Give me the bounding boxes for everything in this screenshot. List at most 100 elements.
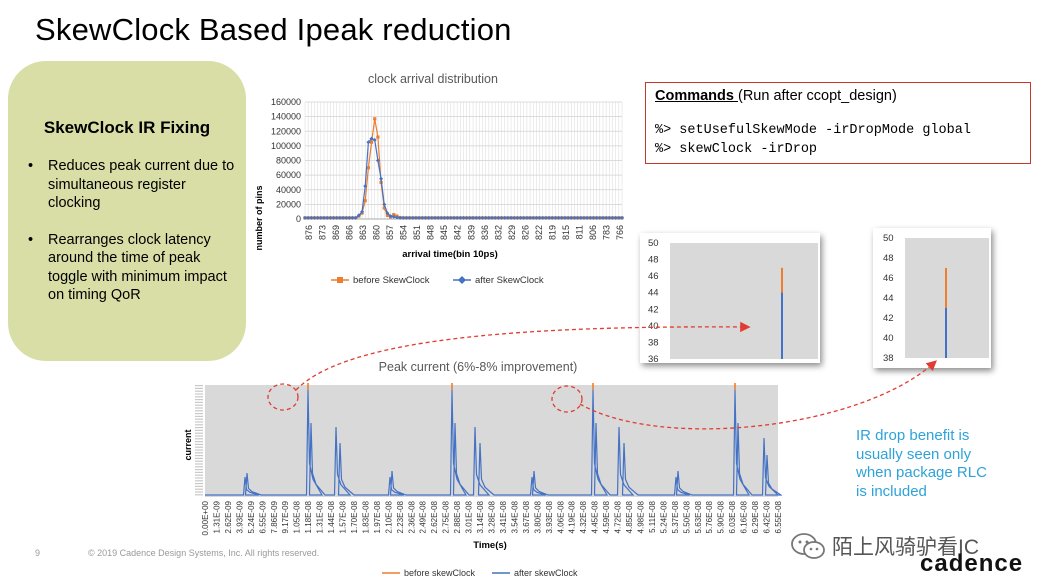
zoom-y-tick-label: 48 (648, 255, 659, 266)
dist-point-after (604, 215, 609, 220)
dist-point-after (493, 215, 498, 220)
dist-point-after (524, 215, 529, 220)
dist-point-after (369, 136, 374, 141)
dist-point-after (398, 215, 403, 220)
peak-chart-title: Peak current (6%-8% improvement) (379, 360, 578, 374)
dist-point-after (540, 215, 545, 220)
dist-point-after (553, 215, 558, 220)
dist-x-tick-label: 766 (615, 225, 625, 240)
dist-point-after (477, 215, 482, 220)
dist-point-after (505, 215, 510, 220)
dist-y-tick-label: 140000 (271, 112, 301, 122)
skewclock-fixing-box: SkewClock IR Fixing • Reduces peak curren… (8, 61, 246, 361)
peak-legend-before: before skewClock (404, 568, 476, 578)
peak-x-tick-label: 2.36E-08 (407, 500, 416, 533)
peak-x-tick-label: 2.62E-09 (224, 500, 233, 533)
slide-number: 9 (35, 548, 41, 558)
dist-point-after (515, 215, 520, 220)
peak-x-tick-label: 1.31E-09 (212, 500, 221, 533)
zoom-y-tick-label: 46 (883, 273, 894, 284)
dist-point-after (585, 215, 590, 220)
dist-point-after (356, 213, 361, 218)
peak-x-tick-label: 1.05E-08 (293, 500, 302, 533)
dist-point-after (350, 215, 355, 220)
peak-x-tick-label: 5.24E-08 (659, 500, 668, 533)
peak-x-tick-label: 6.42E-08 (763, 500, 772, 533)
dist-point-before (363, 199, 367, 203)
peak-x-tick-label: 1.97E-08 (373, 500, 382, 533)
dist-point-after (594, 215, 599, 220)
dist-y-tick-label: 80000 (276, 156, 301, 166)
dist-point-after (382, 202, 387, 207)
zoom-y-tick-label: 48 (883, 253, 894, 264)
peak-legend: before skewClock after skewClock (382, 568, 578, 578)
peak-after-line (205, 389, 782, 496)
zoom-y-tick-label: 44 (883, 293, 894, 304)
dist-legend-after: after SkewClock (475, 275, 544, 286)
dist-point-after (588, 215, 593, 220)
dist-point-after (521, 215, 526, 220)
dist-point-after (337, 215, 342, 220)
dist-y-tick-label: 0 (296, 214, 301, 224)
dist-x-tick-label: 806 (588, 225, 598, 240)
dist-point-after (600, 215, 605, 220)
dist-point-after (372, 138, 377, 143)
peak-x-tick-label: 4.59E-08 (602, 500, 611, 533)
zoom-y-tick-label: 50 (883, 233, 894, 244)
peak-x-tick-label: 4.85E-08 (625, 500, 634, 533)
dist-y-tick-label: 100000 (271, 141, 301, 151)
wechat-watermark: 陌上风骑驴看IC (790, 531, 979, 561)
peak-x-tick-label: 2.75E-08 (442, 500, 451, 533)
zoom-y-tick-label: 44 (648, 288, 659, 299)
dist-point-after (423, 215, 428, 220)
dist-point-after (467, 215, 472, 220)
dist-point-after (556, 215, 561, 220)
peak-x-tick-label: 5.37E-08 (671, 500, 680, 533)
dist-point-after (407, 215, 412, 220)
peak-x-tick-label: 3.41E-08 (499, 500, 508, 533)
dist-point-after (363, 184, 368, 189)
slide-title: SkewClock Based Ipeak reduction (35, 12, 512, 47)
commands-box: Commands (Run after ccopt_design) %> set… (645, 82, 1031, 164)
dist-point-after (550, 215, 555, 220)
bullet-text: Rearranges clock latency around the time… (48, 231, 227, 304)
peak-x-tick-label: 1.70E-08 (350, 500, 359, 533)
dist-point-after (455, 215, 460, 220)
dist-x-tick-label: 826 (520, 225, 530, 240)
peak-x-tick-label: 6.16E-08 (740, 500, 749, 533)
zoom-y-tick-label: 46 (648, 271, 659, 282)
dist-point-after (566, 215, 571, 220)
dist-point-after (537, 215, 542, 220)
dist-point-after (480, 215, 485, 220)
peak-x-tick-label: 7.86E-09 (270, 500, 279, 533)
dist-point-after (401, 215, 406, 220)
dist-point-after (436, 215, 441, 220)
dist-point-before (382, 206, 386, 210)
bullet-dot-icon: • (28, 231, 34, 248)
dist-point-after (404, 215, 409, 220)
dist-point-after (442, 215, 447, 220)
peak-x-tick-label: 4.98E-08 (636, 500, 645, 533)
dist-point-after (496, 215, 501, 220)
dist-point-before (366, 166, 370, 170)
dist-x-tick-label: 839 (466, 225, 476, 240)
dist-point-after (483, 215, 488, 220)
fixing-box-title: SkewClock IR Fixing (43, 118, 211, 137)
dist-point-after (490, 215, 495, 220)
dist-point-after (543, 215, 548, 220)
peak-x-tick-label: 1.31E-08 (316, 500, 325, 533)
dist-x-tick-label: 863 (358, 225, 368, 240)
peak-x-tick-label: 5.63E-08 (694, 500, 703, 533)
dist-point-before (392, 213, 396, 217)
dist-point-after (394, 215, 399, 220)
peak-x-tick-label: 2.23E-08 (396, 500, 405, 533)
peak-x-tick-label: 3.93E-09 (235, 500, 244, 533)
peak-x-tick-label: 9.17E-09 (281, 500, 290, 533)
wechat-icon (791, 533, 825, 559)
bullet-item: • Reduces peak current due to simultaneou… (28, 157, 238, 213)
dist-point-after (432, 215, 437, 220)
ir-drop-note: IR drop benefit is usually seen only whe… (856, 427, 987, 500)
dist-point-after (410, 215, 415, 220)
dist-y-tick-label: 40000 (276, 185, 301, 195)
